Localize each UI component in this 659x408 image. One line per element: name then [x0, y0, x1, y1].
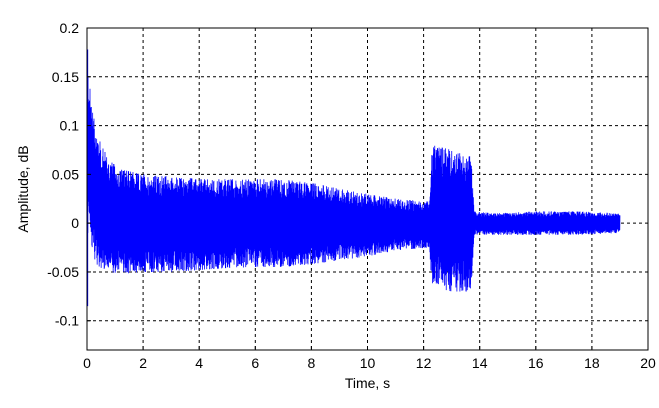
y-tick-label: 0.2 [60, 20, 80, 36]
x-tick-label: 16 [528, 355, 544, 371]
y-tick-label: 0.1 [60, 118, 80, 134]
signal-line [86, 71, 621, 292]
y-tick-label: 0 [71, 215, 79, 231]
x-ticks: 0 2 4 6 8 10 12 14 16 18 20 [83, 346, 656, 371]
y-axis-label: Amplitude, dB [15, 145, 31, 232]
x-tick-label: 20 [640, 355, 656, 371]
y-tick-label: -0.1 [55, 313, 79, 329]
x-tick-label: 8 [308, 355, 316, 371]
x-tick-label: 18 [584, 355, 600, 371]
x-tick-label: 10 [360, 355, 376, 371]
x-tick-label: 6 [251, 355, 259, 371]
y-tick-label: 0.05 [52, 166, 79, 182]
y-ticks: -0.1 -0.05 0 0.05 0.1 0.15 0.2 [47, 20, 91, 329]
x-axis-label: Time, s [345, 375, 390, 391]
x-tick-label: 0 [83, 355, 91, 371]
x-tick-label: 14 [472, 355, 488, 371]
x-tick-label: 12 [416, 355, 432, 371]
x-tick-label: 2 [139, 355, 147, 371]
y-tick-label: 0.15 [52, 69, 79, 85]
x-tick-label: 4 [195, 355, 203, 371]
signal-series [86, 49, 621, 307]
y-tick-label: -0.05 [47, 264, 79, 280]
